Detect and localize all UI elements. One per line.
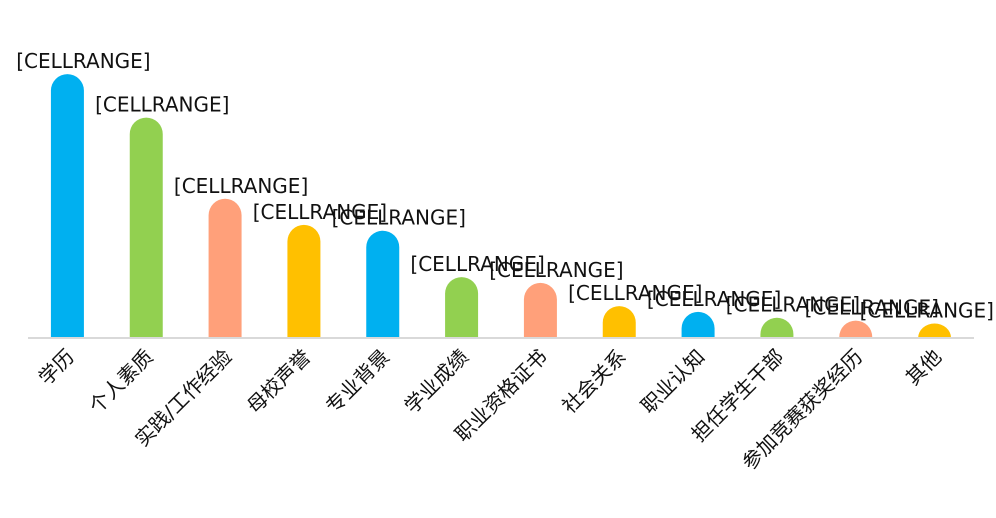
data-label: [CELLRANGE] [489, 258, 623, 282]
category-label: 职业认知 [636, 345, 710, 419]
data-label: [CELLRANGE] [805, 296, 939, 320]
data-label: [CELLRANGE] [174, 174, 308, 198]
bar [287, 224, 321, 338]
data-label: [CELLRANGE] [647, 287, 781, 311]
category-label: 个人素质 [84, 345, 158, 419]
bar [366, 230, 400, 338]
bar [50, 74, 84, 338]
bar [918, 323, 952, 338]
data-label: [CELLRANGE] [860, 299, 994, 323]
category-label: 学历 [34, 345, 79, 390]
data-label: [CELLRANGE] [253, 200, 387, 224]
bar [681, 311, 715, 338]
category-label: 学业成绩 [400, 345, 474, 419]
data-label: [CELLRANGE] [568, 281, 702, 305]
bar [602, 306, 636, 338]
data-label: [CELLRANGE] [332, 206, 466, 230]
category-label: 专业背景 [321, 345, 395, 419]
data-label: [CELLRANGE] [410, 252, 544, 276]
bar [523, 282, 557, 338]
bar [839, 320, 873, 338]
category-label: 其他 [901, 345, 946, 390]
data-label: [CELLRANGE] [95, 93, 229, 117]
category-label: 社会关系 [557, 345, 631, 419]
category-label: 母校声誉 [242, 345, 316, 419]
data-label: [CELLRANGE] [726, 293, 860, 317]
bar [760, 317, 794, 338]
bar [445, 277, 479, 338]
data-label: [CELLRANGE] [16, 49, 150, 73]
bar [208, 198, 242, 338]
bar [129, 117, 163, 339]
